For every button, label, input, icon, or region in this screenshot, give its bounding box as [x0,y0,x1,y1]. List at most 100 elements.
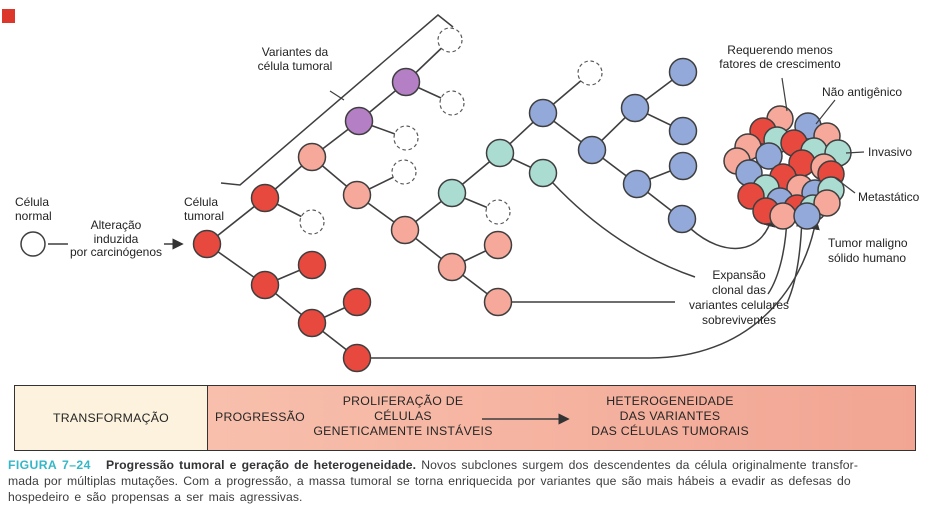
annotation-pointer [781,77,788,112]
tumor-cell-node [668,151,698,181]
cluster-cell [786,174,814,202]
cluster-cell [763,126,791,154]
label-invasivo: Invasivo [868,145,913,159]
cell-nodes [20,27,698,373]
cluster-cell [788,149,816,177]
tumor-cell-node [297,250,327,280]
caption-figure-number: FIGURA 7–24 [8,458,91,472]
cluster-cell [799,194,827,222]
flow-arrow [690,215,775,250]
cluster-cell [766,187,794,215]
lineage-edge [499,112,544,154]
cluster-cell [723,147,751,175]
cluster-cell [734,133,762,161]
lineage-edge [356,171,405,196]
dead-cell-node [391,159,417,185]
tumor-cell-node [528,98,558,128]
dead-cell-node [577,60,603,86]
lineage-edge [542,72,591,114]
label-expansao-clonal: Expansão clonal das variantes celulares … [688,268,790,327]
stage-progressao: PROGRESSÃO [215,410,305,424]
dead-cell-node [437,27,463,53]
tumor-cell-node [344,106,374,136]
tumor-cell-node [667,204,697,234]
lineage-edge [404,229,453,268]
tumor-cell-node [437,178,467,208]
tumor-cell-node [391,67,421,97]
label-tumor-maligno: Tumor maligno sólido humano [828,236,908,265]
tumor-cell-node [437,252,467,282]
cluster-cell [801,179,829,207]
cluster-cell [817,176,845,204]
lineage-edge [451,192,499,213]
dead-cell-node [299,209,325,235]
lineage-edge [311,301,358,324]
variantes-leader-line [329,90,345,101]
cluster-cell [793,202,821,230]
caption-text-1: Novos subclones surgem dos descendentes … [421,458,859,472]
lineage-edge [451,152,501,194]
lineage-tree-edges [206,39,684,359]
cluster-cell [810,153,838,181]
lineage-edge [311,156,358,196]
cluster-cell [737,182,765,210]
cluster-cell [813,189,841,217]
tumor-cell-node [668,116,698,146]
dead-cell-node [485,199,511,225]
solid-tumor-cluster [723,105,852,230]
tumor-cell-node [483,230,513,260]
stage-transformacao: TRANSFORMAÇÃO [53,410,169,425]
cluster-cell [783,194,811,222]
tumor-cell-node [485,138,515,168]
lineage-edge [356,194,406,231]
normal-cell-node [20,231,46,257]
lineage-edge [358,120,407,139]
cluster-cell [735,159,763,187]
lineage-edge [591,149,638,185]
lineage-edge [311,120,360,158]
lineage-edge [591,107,636,151]
stage-transformacao-box: TRANSFORMAÇÃO [15,386,208,450]
tumor-cell-node [622,169,652,199]
cluster-cell [766,105,794,133]
cluster-cell [755,142,783,170]
caption-line-1: FIGURA 7–24 Progressão tumoral e geração… [8,457,932,473]
lineage-edge [264,284,313,324]
lineage-edge [264,197,313,223]
lineage-edge [405,39,451,83]
cluster-cell [824,139,852,167]
tumor-cell-node [297,142,327,172]
tumor-cell-node [297,308,327,338]
cluster-cell [749,117,777,145]
flow-arrow [786,215,808,304]
lineage-edge [264,156,313,199]
tumor-cell-node [577,135,607,165]
lineage-edge [206,243,266,286]
lineage-edge [636,165,684,185]
tumor-cell-node [620,93,650,123]
cluster-cell [752,174,780,202]
label-alteracao-induzida: Alteração induzida por carcinógenos [67,218,165,260]
tumor-cell-node [342,343,372,373]
lineage-edge [636,183,683,220]
lineage-edge [451,266,499,303]
label-celula-normal: Célula normal [15,195,52,223]
annotation-pointer [845,151,865,154]
lineage-edge [405,81,453,104]
tumor-cell-node [250,270,280,300]
label-nao-antigenico: Não antigênico [822,85,903,99]
variantes-bracket [220,14,454,186]
caption-title: Progressão tumoral e geração de heteroge… [106,458,417,472]
tumor-cell-node [668,57,698,87]
lineage-edge [311,322,358,359]
stage-proliferacao: PROLIFERAÇÃO DE CÉLULAS GENETICAMENTE IN… [313,394,493,438]
tumor-cell-node [483,287,513,317]
cluster-cell [752,197,780,225]
lineage-edge [634,107,684,132]
lineage-edge [634,71,684,109]
tumor-cell-node [250,183,280,213]
cluster-cell [817,160,845,188]
cluster-cell [769,202,797,230]
cluster-cell [780,129,808,157]
figure-caption: FIGURA 7–24 Progressão tumoral e geração… [8,457,932,505]
